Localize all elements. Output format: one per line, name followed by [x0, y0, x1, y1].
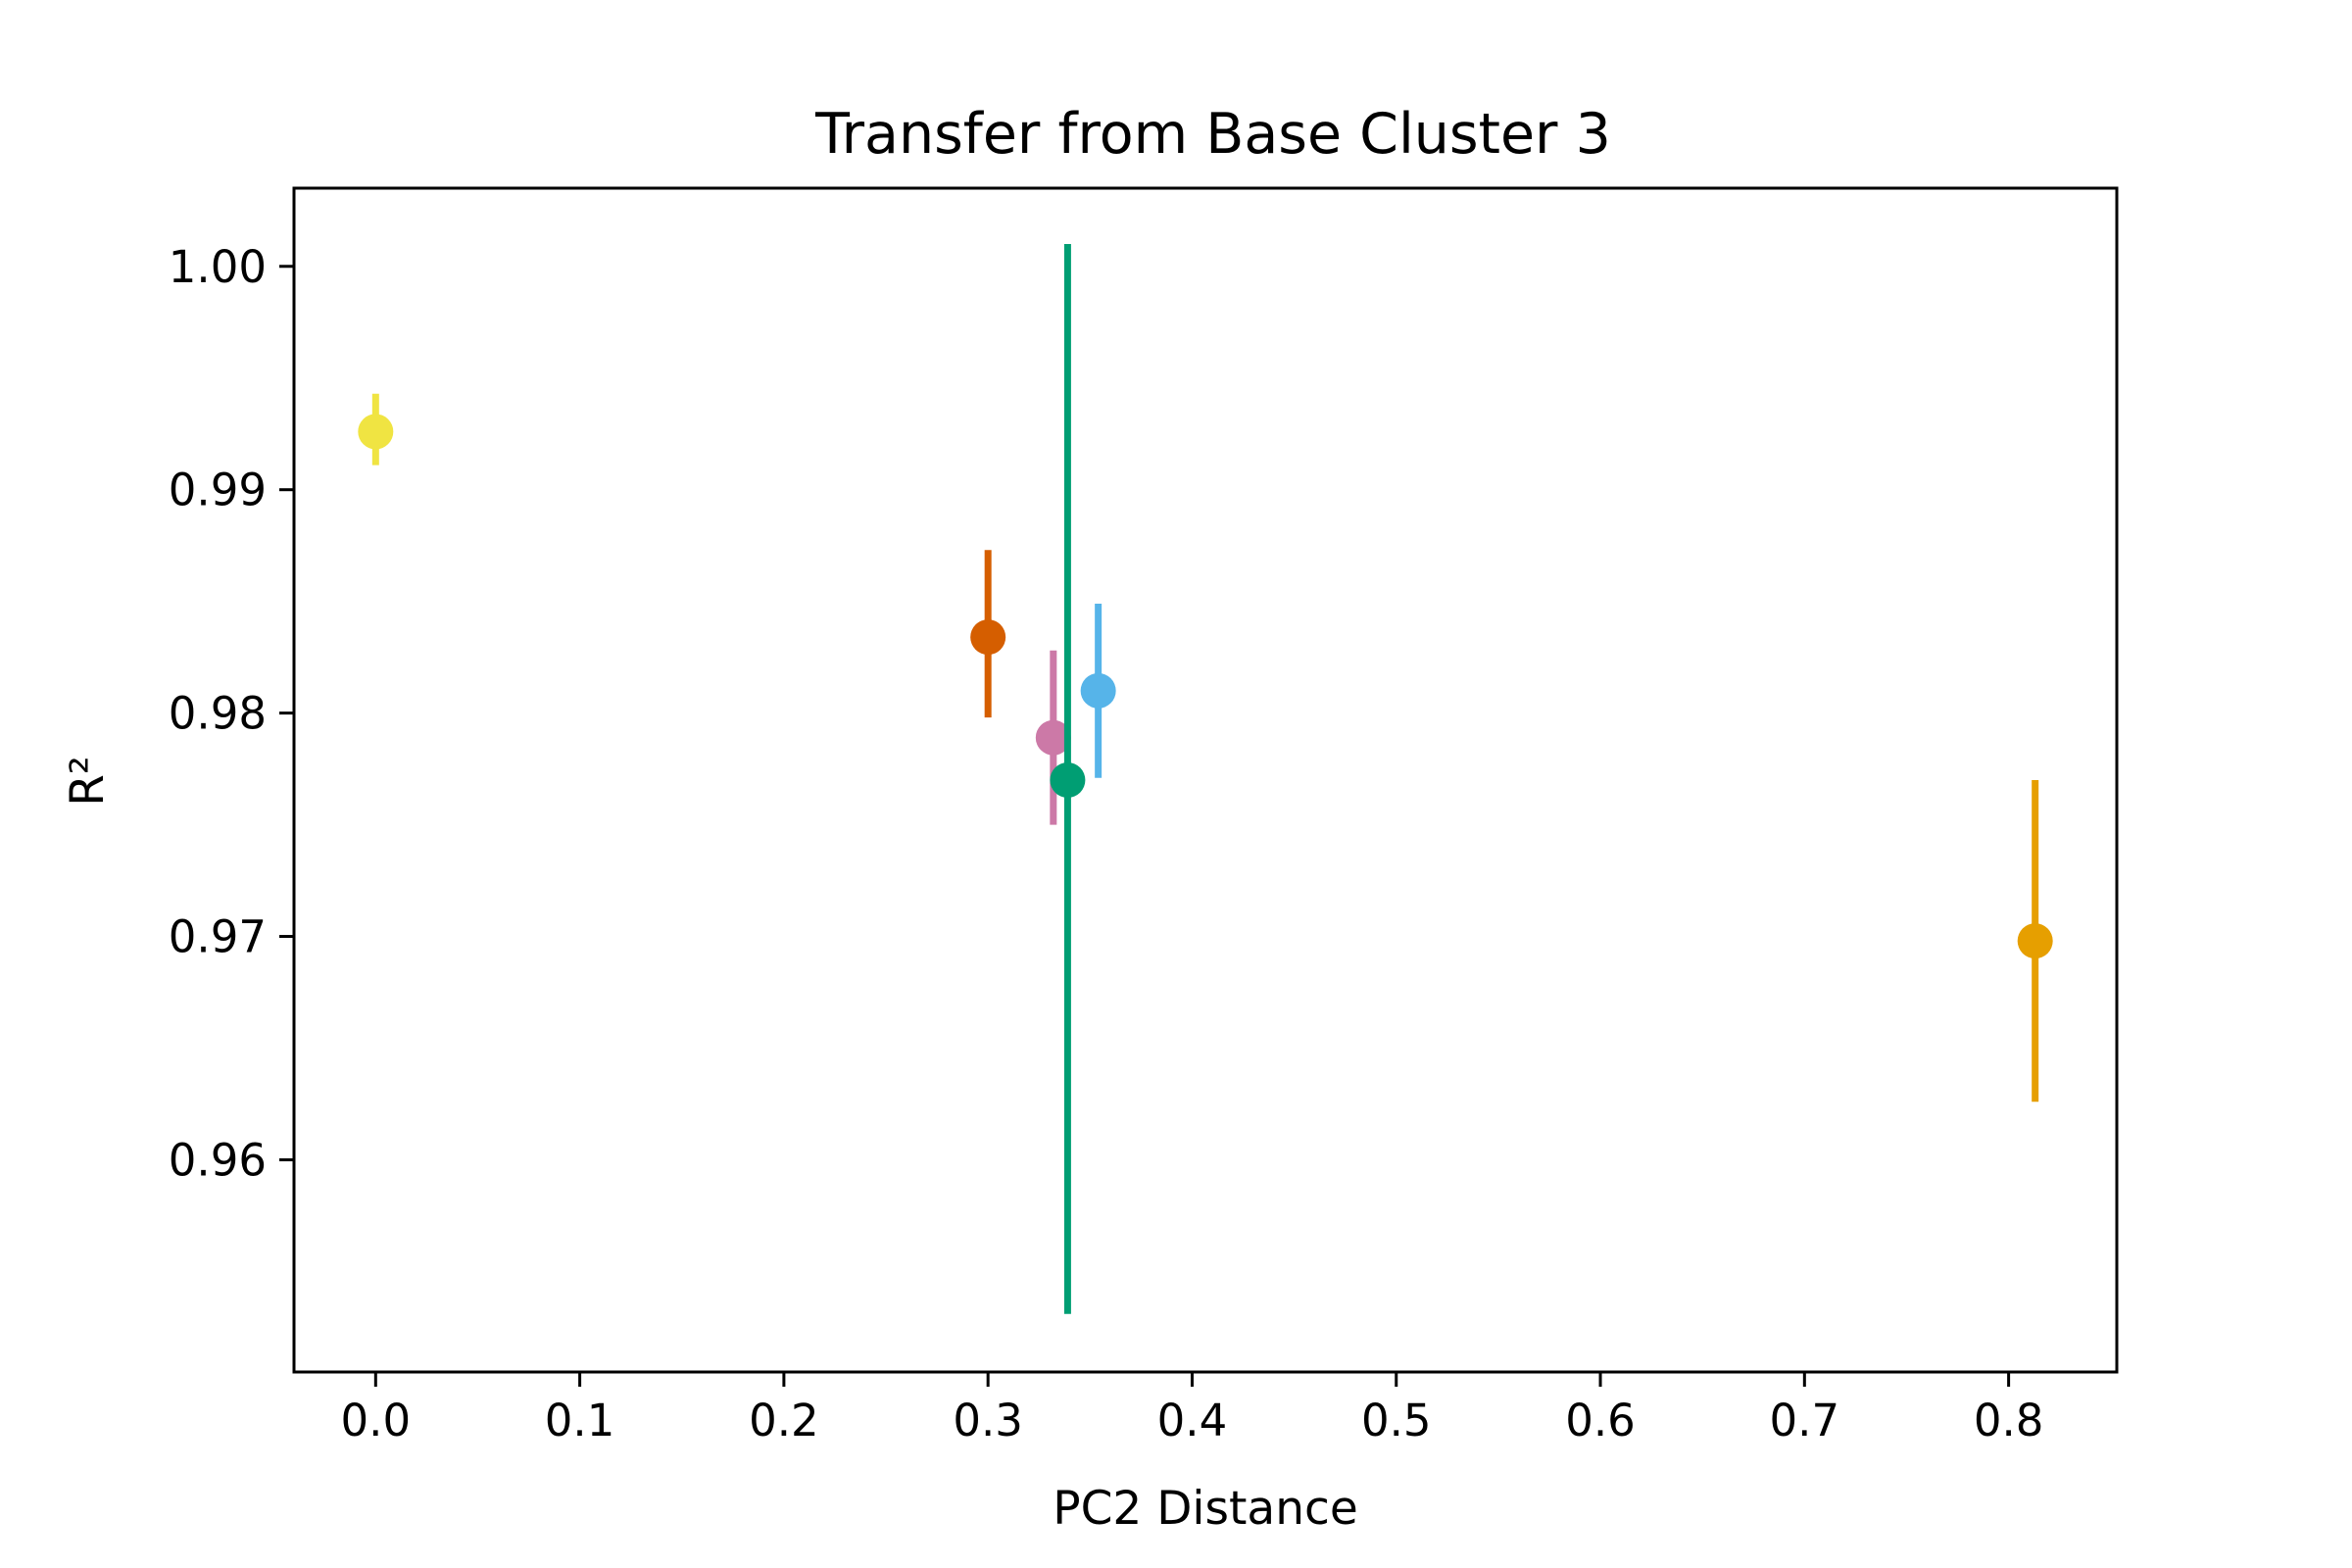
x-tick-label: 0.2 — [749, 1395, 819, 1446]
x-tick-label: 0.5 — [1361, 1395, 1432, 1446]
plot-area-frame — [292, 186, 2119, 1374]
y-tick-label: 0.99 — [169, 465, 267, 516]
x-tick-label: 0.0 — [341, 1395, 412, 1446]
y-tick-label: 0.98 — [169, 688, 267, 740]
x-tick-label: 0.7 — [1770, 1395, 1840, 1446]
x-axis: 0.0 0.1 0.2 0.3 0.4 0.5 0.6 0.7 0.8 — [341, 1372, 2044, 1446]
x-tick-label: 0.1 — [545, 1395, 615, 1446]
y-tick-label: 0.96 — [169, 1134, 267, 1186]
x-tick-label: 0.8 — [1974, 1395, 2044, 1446]
chart-title: Transfer from Base Cluster 3 — [814, 102, 1611, 167]
data-point — [358, 414, 394, 450]
x-axis-label: PC2 Distance — [1053, 1482, 1358, 1536]
data-point — [2017, 923, 2053, 959]
x-tick-label: 0.4 — [1157, 1395, 1228, 1446]
data-point — [1080, 672, 1116, 709]
data-point — [970, 619, 1006, 656]
y-axis: 0.96 0.97 0.98 0.99 1.00 — [169, 241, 294, 1186]
data-point — [1035, 719, 1071, 756]
error-bar-series — [358, 243, 2053, 1314]
y-tick-label: 1.00 — [169, 241, 267, 293]
x-tick-label: 0.6 — [1565, 1395, 1636, 1446]
y-axis-label: R² — [61, 756, 115, 807]
y-tick-label: 0.97 — [169, 911, 267, 963]
data-point — [1050, 762, 1086, 798]
x-tick-label: 0.3 — [953, 1395, 1023, 1446]
